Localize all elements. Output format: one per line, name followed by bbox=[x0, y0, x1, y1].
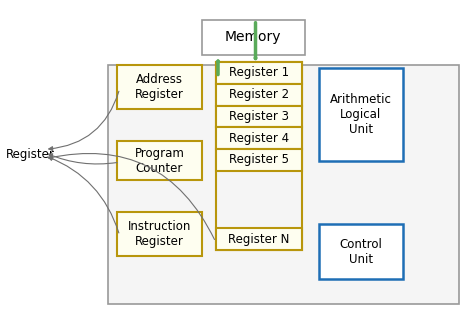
Text: Instruction
Register: Instruction Register bbox=[128, 220, 191, 248]
Text: Address
Register: Address Register bbox=[135, 73, 184, 101]
Text: Register 2: Register 2 bbox=[229, 88, 289, 101]
FancyBboxPatch shape bbox=[319, 224, 403, 279]
FancyBboxPatch shape bbox=[118, 65, 201, 109]
FancyBboxPatch shape bbox=[216, 84, 302, 106]
Text: Register N: Register N bbox=[228, 233, 290, 246]
FancyBboxPatch shape bbox=[319, 68, 403, 160]
Text: Arithmetic
Logical
Unit: Arithmetic Logical Unit bbox=[330, 93, 392, 136]
FancyBboxPatch shape bbox=[216, 62, 302, 84]
Text: Register: Register bbox=[6, 148, 55, 160]
Text: Register 1: Register 1 bbox=[229, 66, 289, 79]
FancyBboxPatch shape bbox=[216, 149, 302, 171]
FancyBboxPatch shape bbox=[108, 65, 459, 304]
Text: Register 5: Register 5 bbox=[229, 153, 289, 166]
Text: Control
Unit: Control Unit bbox=[339, 238, 383, 265]
FancyBboxPatch shape bbox=[118, 141, 201, 180]
Text: Register 4: Register 4 bbox=[229, 132, 289, 145]
FancyBboxPatch shape bbox=[216, 106, 302, 127]
FancyBboxPatch shape bbox=[216, 228, 302, 250]
FancyBboxPatch shape bbox=[201, 20, 305, 55]
Text: Program
Counter: Program Counter bbox=[135, 146, 184, 175]
Text: Register 3: Register 3 bbox=[229, 110, 289, 123]
Text: Memory: Memory bbox=[225, 30, 282, 44]
FancyBboxPatch shape bbox=[216, 127, 302, 149]
FancyBboxPatch shape bbox=[118, 212, 201, 256]
